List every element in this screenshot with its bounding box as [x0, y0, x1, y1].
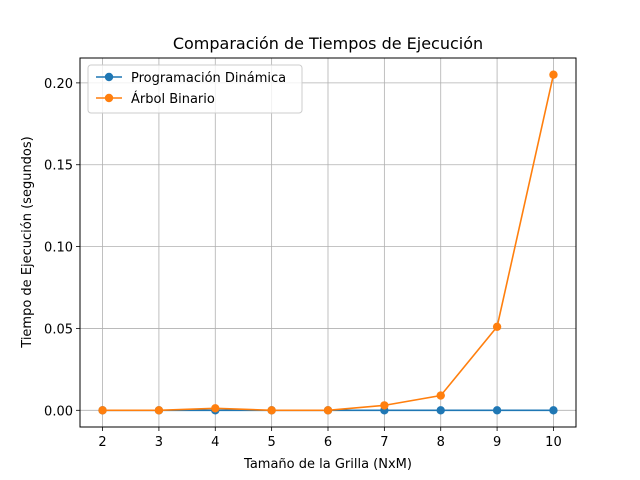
x-tick-label: 3 — [155, 435, 163, 450]
data-point — [436, 406, 445, 415]
legend: Programación Dinámica Árbol Binario — [87, 64, 303, 114]
legend-marker — [104, 93, 114, 103]
y-axis-label: Tiempo de Ejecución (segundos) — [20, 136, 35, 348]
y-tick-label: 0.15 — [44, 159, 73, 174]
series-2 — [98, 70, 558, 415]
series-layer — [98, 70, 558, 415]
legend-label: Árbol Binario — [131, 91, 215, 107]
y-axis-ticks: 0.00 0.05 0.10 0.15 0.20 — [44, 77, 80, 419]
legend-box — [87, 64, 303, 114]
legend-label: Programación Dinámica — [131, 71, 286, 86]
data-point — [492, 322, 502, 332]
x-tick-label: 8 — [437, 435, 445, 450]
data-point — [549, 406, 558, 415]
data-point — [154, 406, 164, 415]
x-tick-label: 4 — [211, 435, 219, 450]
data-point — [492, 406, 502, 415]
y-tick-label: 0.20 — [44, 77, 73, 92]
x-tick-label: 7 — [380, 435, 388, 450]
x-tick-label: 2 — [98, 435, 106, 450]
data-point — [323, 406, 333, 415]
data-point — [267, 406, 276, 415]
grid-lines — [80, 58, 576, 427]
data-point — [211, 404, 220, 413]
data-point — [380, 401, 389, 410]
x-tick-label: 10 — [545, 435, 562, 450]
y-tick-label: 0.10 — [44, 241, 73, 256]
y-tick-label: 0.00 — [44, 404, 73, 419]
x-tick-label: 5 — [267, 435, 275, 450]
legend-marker — [104, 72, 114, 82]
chart-title: Comparación de Tiempos de Ejecución — [173, 34, 483, 53]
data-point — [98, 406, 107, 415]
x-tick-label: 9 — [493, 435, 501, 450]
y-tick-label: 0.05 — [44, 322, 73, 337]
x-tick-label: 6 — [324, 435, 332, 450]
data-point — [549, 70, 558, 79]
x-axis-ticks: 2 3 4 5 6 7 8 9 10 — [98, 427, 562, 450]
x-axis-label: Tamaño de la Grilla (NxM) — [243, 457, 412, 472]
data-point — [436, 391, 445, 400]
